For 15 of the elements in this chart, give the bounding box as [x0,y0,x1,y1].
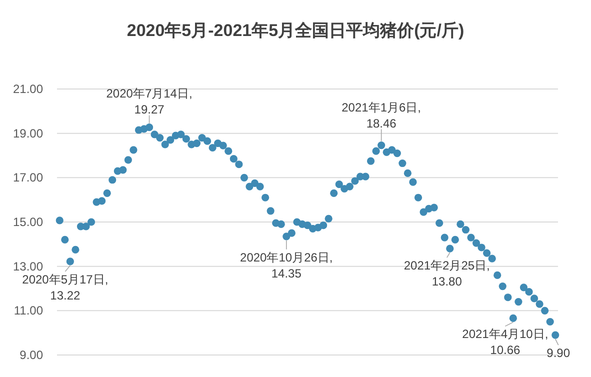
annotation: 2020年7月14日, 19.27 [106,86,192,116]
y-tick-label: 13.00 [12,259,44,274]
y-tick-label: 15.00 [12,215,44,229]
y-tick-label: 19.00 [12,126,44,140]
chart-title: 2020年5月-2021年5月全国日平均猪价(元/斤) [126,21,464,40]
annotation: 2021年4月10日, 10.66 [462,327,548,358]
annotation: 2021年1月6日, 18.46 [342,100,422,130]
y-tick-label: 9.00 [20,348,44,362]
annotation: 9.90 [546,346,570,360]
annotation: 2020年10月26日, 14.35 [240,250,333,280]
y-tick-label: 11.00 [14,304,44,318]
annotation: 2020年5月17日, 13.22 [22,272,108,302]
y-tick-label: 21.00 [12,82,44,96]
annotation: 2021年2月25日, 13.80 [404,258,490,289]
y-tick-label: 17.00 [12,170,44,185]
